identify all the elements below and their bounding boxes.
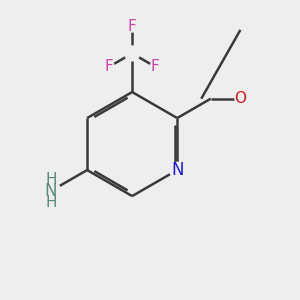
Text: H: H (45, 195, 57, 210)
Text: H: H (45, 172, 57, 187)
Text: F: F (128, 19, 136, 34)
Circle shape (169, 162, 185, 178)
Text: N: N (171, 161, 184, 179)
Text: N: N (45, 182, 57, 200)
Circle shape (104, 61, 114, 72)
Circle shape (127, 21, 137, 32)
Circle shape (150, 61, 161, 72)
Text: F: F (151, 59, 160, 74)
Circle shape (42, 182, 61, 200)
Circle shape (125, 46, 140, 61)
Text: O: O (234, 91, 246, 106)
Circle shape (235, 93, 246, 104)
Text: F: F (105, 59, 113, 74)
